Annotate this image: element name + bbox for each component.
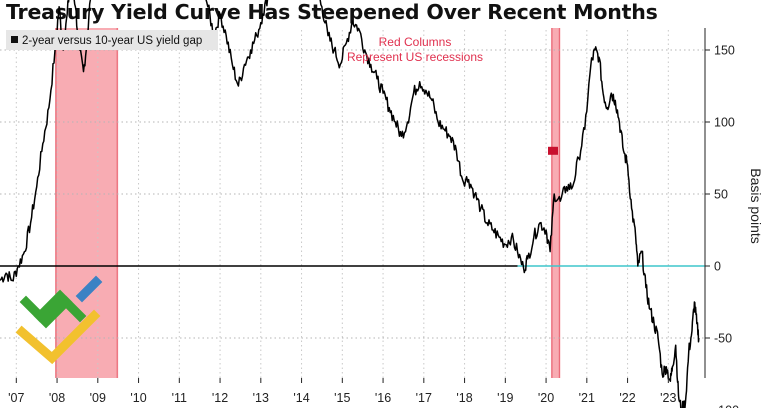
x-tick-label: '18 xyxy=(456,391,472,405)
x-tick-label: '19 xyxy=(497,391,513,405)
x-tick-label: '10 xyxy=(130,391,146,405)
x-tick-label: '13 xyxy=(253,391,269,405)
x-tick-label: '16 xyxy=(375,391,391,405)
y-tick-label: 0 xyxy=(714,260,721,274)
recession-markers xyxy=(51,35,558,155)
legend-box xyxy=(6,30,218,50)
x-tick-label: '15 xyxy=(334,391,350,405)
y-tick-label: 50 xyxy=(714,188,728,202)
legend-swatch xyxy=(11,36,18,43)
recession-column-2 xyxy=(550,28,561,378)
chart-title: Treasury Yield Curve Has Steepened Over … xyxy=(6,0,658,24)
annotation-line-2: Represent US recessions xyxy=(347,50,483,64)
x-tick-label: '21 xyxy=(579,391,595,405)
series-line-group xyxy=(0,0,700,408)
legend: 2-year versus 10-year US yield gap xyxy=(6,30,218,50)
x-tick-label: '14 xyxy=(293,391,309,405)
y-tick-label: 100 xyxy=(714,116,735,130)
y-tick-label: -50 xyxy=(714,332,732,346)
x-axis-ticks: '07 '08 '09 '10 '11 '12 '13 '14 '15 '16 '17 '18 '19 '… xyxy=(8,378,677,405)
legend-label: 2-year versus 10-year US yield gap xyxy=(22,35,202,47)
brand-logo-icon xyxy=(15,275,103,365)
y-tick-label: -100 xyxy=(714,404,739,408)
x-tick-label: '22 xyxy=(619,391,635,405)
recession-annotation: Red Columns Represent US recessions xyxy=(347,35,483,64)
recession-marker-3 xyxy=(547,146,558,155)
x-tick-label: '08 xyxy=(49,391,65,405)
x-tick-label: '11 xyxy=(172,391,187,405)
y-axis: 300250200150100500-50-100 xyxy=(704,28,739,408)
x-tick-label: '09 xyxy=(90,391,106,405)
x-tick-label: '12 xyxy=(212,391,228,405)
x-tick-label: '23 xyxy=(660,391,676,405)
x-tick-label: '17 xyxy=(416,391,432,405)
x-tick-label: '20 xyxy=(538,391,554,405)
x-tick-label: '07 xyxy=(8,391,24,405)
recession-columns xyxy=(55,28,561,378)
series-line-1 xyxy=(0,0,700,408)
y-tick-label: 150 xyxy=(714,44,735,58)
annotation-line-1: Red Columns xyxy=(379,35,452,49)
y-axis-label: Basis points xyxy=(748,168,764,243)
